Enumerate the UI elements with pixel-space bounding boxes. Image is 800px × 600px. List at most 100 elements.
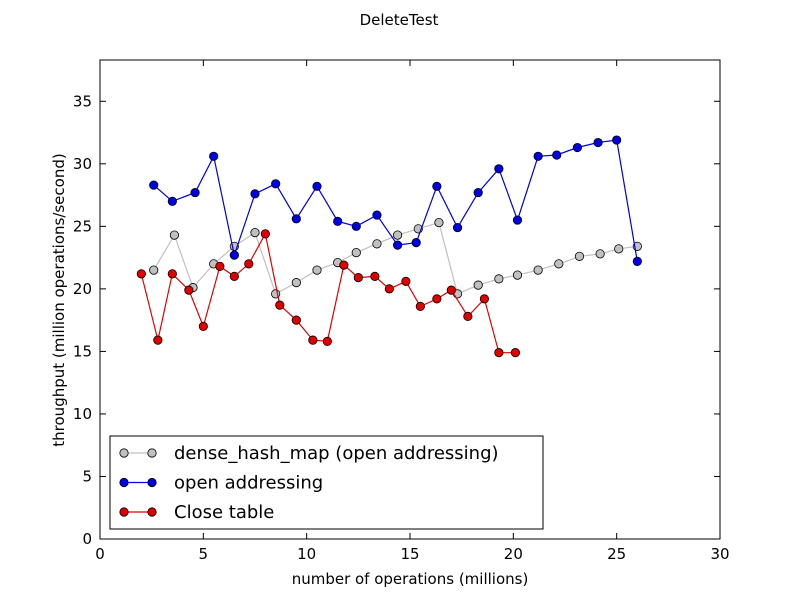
legend-marker: [147, 477, 157, 488]
chart-title: DeleteTest: [360, 11, 439, 29]
data-point: [595, 249, 605, 259]
data-point: [250, 227, 260, 238]
data-point: [215, 261, 225, 271]
x-axis-label: number of operations (millions): [292, 570, 529, 588]
data-point: [494, 348, 504, 358]
y-tick-label: 5: [82, 467, 92, 485]
data-point: [149, 180, 159, 190]
data-point: [291, 278, 301, 288]
data-point: [432, 181, 442, 191]
data-point: [271, 179, 281, 189]
legend-label: open addressing: [174, 473, 323, 494]
data-point: [351, 248, 361, 258]
data-point: [351, 221, 361, 231]
data-point: [473, 187, 483, 198]
data-point: [291, 315, 301, 325]
series-layer: [136, 135, 642, 358]
data-point: [169, 230, 179, 240]
data-point: [452, 222, 463, 233]
legend: dense_hash_map (open addressing) open add…: [109, 435, 544, 530]
y-tick-label: 10: [73, 405, 92, 423]
data-point: [250, 189, 260, 199]
legend-box: [109, 435, 544, 530]
data-point: [392, 230, 403, 240]
data-point: [512, 270, 523, 280]
data-point: [463, 311, 473, 321]
legend-marker: [119, 507, 129, 517]
x-tick-label: 15: [400, 545, 419, 563]
y-axis: 0 5 10 15 20 25 30 35: [73, 92, 720, 548]
legend-marker: [119, 477, 129, 488]
x-tick-label: 0: [95, 545, 105, 563]
data-point: [572, 142, 583, 153]
data-point: [494, 274, 504, 284]
data-point: [244, 259, 254, 269]
x-tick-label: 30: [710, 545, 729, 563]
data-point: [275, 300, 285, 310]
legend-marker: [147, 507, 157, 517]
data-point: [136, 269, 146, 279]
legend-item: open addressing: [119, 473, 323, 494]
x-axis: 0 5 10 15 20 25 30: [95, 60, 730, 563]
data-point: [593, 137, 603, 148]
data-point: [552, 150, 562, 160]
data-point: [229, 250, 239, 260]
data-point: [415, 301, 425, 311]
y-tick-label: 35: [73, 92, 92, 110]
x-tick-label: 10: [297, 545, 316, 563]
data-point: [209, 151, 219, 161]
data-point: [614, 244, 624, 254]
data-point: [479, 294, 489, 304]
data-point: [372, 210, 382, 220]
data-point: [554, 259, 564, 269]
data-point: [533, 265, 543, 275]
data-point: [167, 269, 177, 279]
legend-label: dense_hash_map (open addressing): [174, 443, 499, 464]
legend-item: Close table: [119, 502, 274, 523]
data-point: [190, 187, 200, 198]
data-point: [632, 256, 642, 266]
data-point: [370, 271, 380, 281]
series-2: [136, 229, 521, 358]
data-point: [612, 135, 622, 145]
y-tick-label: 25: [73, 217, 92, 235]
data-point: [401, 276, 411, 286]
data-point: [510, 348, 521, 358]
y-axis-label: throughput (million operations/second): [50, 153, 68, 446]
data-point: [153, 335, 163, 345]
data-point: [312, 265, 322, 275]
data-point: [446, 285, 456, 295]
legend-item: dense_hash_map (open addressing): [119, 443, 499, 464]
data-point: [167, 196, 177, 206]
data-point: [512, 215, 523, 225]
data-point: [411, 237, 421, 248]
legend-marker: [147, 448, 157, 458]
data-point: [184, 285, 194, 295]
data-point: [229, 271, 239, 281]
x-tick-label: 5: [199, 545, 209, 563]
data-point: [392, 240, 403, 250]
data-point: [494, 164, 504, 174]
data-point: [312, 181, 322, 191]
data-point: [149, 265, 159, 275]
data-point: [322, 336, 332, 346]
data-point: [291, 214, 301, 224]
data-point: [198, 321, 208, 331]
x-tick-label: 25: [607, 545, 626, 563]
data-point: [308, 335, 318, 345]
data-point: [432, 294, 442, 304]
data-point: [434, 217, 444, 228]
data-point: [473, 280, 483, 290]
data-point: [384, 284, 394, 294]
series-1: [149, 135, 642, 266]
data-point: [260, 229, 270, 239]
y-tick-label: 0: [82, 530, 92, 548]
legend-label: Close table: [174, 502, 274, 523]
data-point: [533, 151, 543, 161]
data-point: [353, 273, 363, 283]
y-tick-label: 15: [73, 342, 92, 360]
y-tick-label: 20: [73, 280, 92, 298]
data-point: [574, 251, 585, 261]
y-tick-label: 30: [73, 155, 92, 173]
